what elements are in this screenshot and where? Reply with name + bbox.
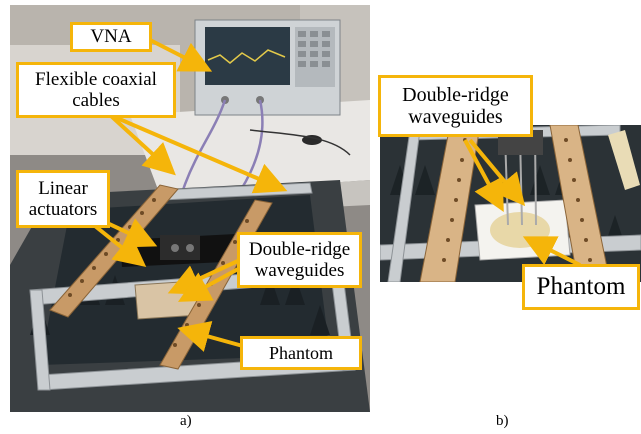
label-actuators-line1: Linear — [38, 177, 88, 199]
label-phantom-a: Phantom — [240, 336, 362, 370]
cables-arrow-2 — [109, 113, 288, 194]
label-linear-actuators: Linear actuators — [16, 170, 110, 228]
label-cables-line2: cables — [72, 90, 120, 111]
vna-instrument — [194, 19, 341, 116]
label-waveguides-b-line2: waveguides — [408, 106, 503, 128]
label-waveguides-a-line2: waveguides — [254, 260, 345, 281]
cables-arrow-1 — [108, 113, 176, 176]
label-double-ridge-waveguides-a: Double-ridge waveguides — [237, 232, 362, 288]
label-vna: VNA — [70, 22, 152, 52]
label-waveguides-b-line1: Double-ridge — [402, 83, 509, 106]
vna-arrow — [149, 38, 213, 72]
b-phantom-arrow — [522, 236, 581, 267]
label-phantom-b: Phantom — [522, 264, 640, 310]
label-flexible-coaxial-cables: Flexible coaxial cables — [16, 62, 176, 118]
caption-b: b) — [496, 413, 509, 429]
label-actuators-line2: actuators — [28, 199, 98, 220]
label-phantom-a-text: Phantom — [268, 342, 333, 363]
phantom-arrow — [177, 320, 251, 352]
waveguides-arrow-2 — [177, 266, 241, 302]
label-double-ridge-waveguides-b: Double-ridge waveguides — [378, 75, 533, 137]
label-cables-line1: Flexible coaxial — [35, 68, 157, 90]
b-waveguides-arrow-2 — [468, 138, 526, 207]
label-phantom-b-text: Phantom — [536, 273, 626, 300]
caption-a: a) — [180, 413, 192, 429]
actuators-arrow-2 — [88, 220, 147, 267]
label-waveguides-a-line1: Double-ridge — [248, 238, 351, 260]
label-vna-text: VNA — [90, 26, 132, 48]
